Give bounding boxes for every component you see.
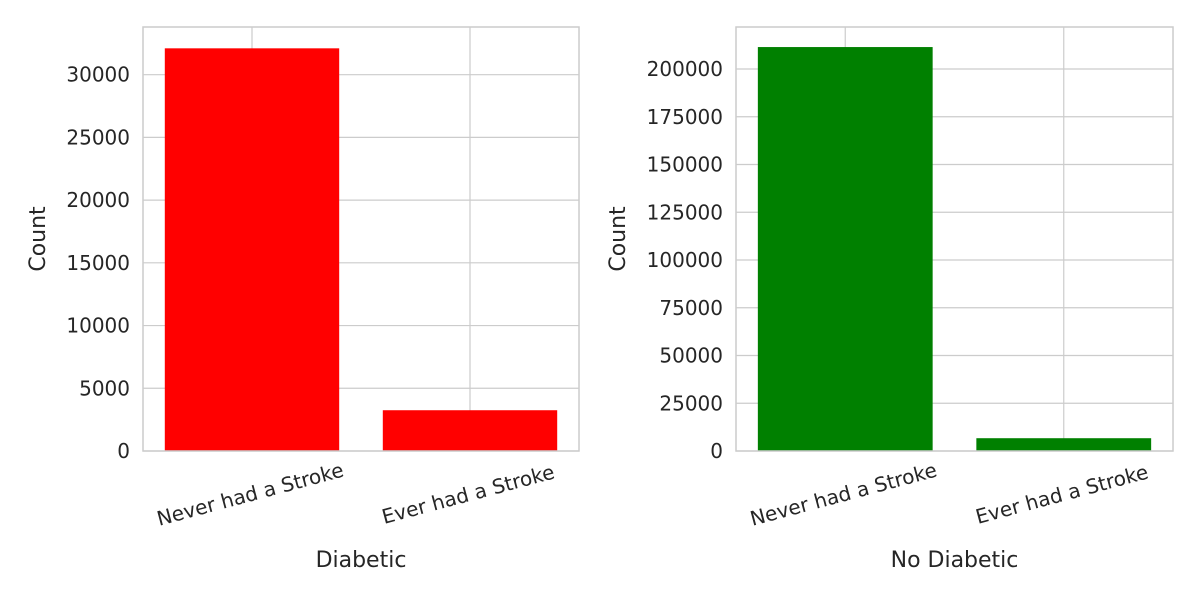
bar-ever-had-a-stroke: [976, 438, 1152, 451]
y-tick-label: 150000: [647, 153, 723, 177]
x-tick-label: Never had a Stroke: [154, 458, 346, 531]
y-tick-label: 5000: [79, 376, 130, 400]
bar-never-had-a-stroke: [164, 48, 340, 452]
y-tick-label: 75000: [659, 296, 723, 320]
plot-frame: [142, 26, 580, 452]
y-tick-label: 0: [117, 439, 130, 463]
x-axis-label: No Diabetic: [891, 548, 1019, 573]
plot-frame: [735, 26, 1174, 452]
x-tick-label: Never had a Stroke: [747, 458, 939, 531]
chart-2: 0 25000 50000 75000 100000 125000 150000 175000…: [606, 26, 1174, 573]
x-axis-label: Diabetic: [316, 548, 407, 573]
y-tick-label: 25000: [66, 125, 130, 149]
y-tick-label: 20000: [66, 188, 130, 212]
y-tick-label: 200000: [647, 57, 723, 81]
y-tick-label: 175000: [647, 105, 723, 129]
x-tick-label: Ever had a Stroke: [379, 460, 557, 529]
y-axis-label: Count: [26, 206, 51, 272]
y-tick-label: 50000: [659, 344, 723, 368]
x-tick-label: Ever had a Stroke: [973, 460, 1151, 529]
y-tick-label: 15000: [66, 251, 130, 275]
chart-1: 0 5000 10000 15000 20000 25000 30000 Never had …: [26, 26, 580, 573]
bar-ever-had-a-stroke: [382, 410, 558, 451]
y-tick-label: 10000: [66, 314, 130, 338]
bar-never-had-a-stroke: [757, 47, 933, 452]
y-axis-label: Count: [606, 206, 631, 272]
y-tick-label: 100000: [647, 248, 723, 272]
y-tick-label: 25000: [659, 391, 723, 415]
y-tick-label: 0: [710, 439, 723, 463]
y-tick-label: 125000: [647, 200, 723, 224]
y-tick-label: 30000: [66, 63, 130, 87]
